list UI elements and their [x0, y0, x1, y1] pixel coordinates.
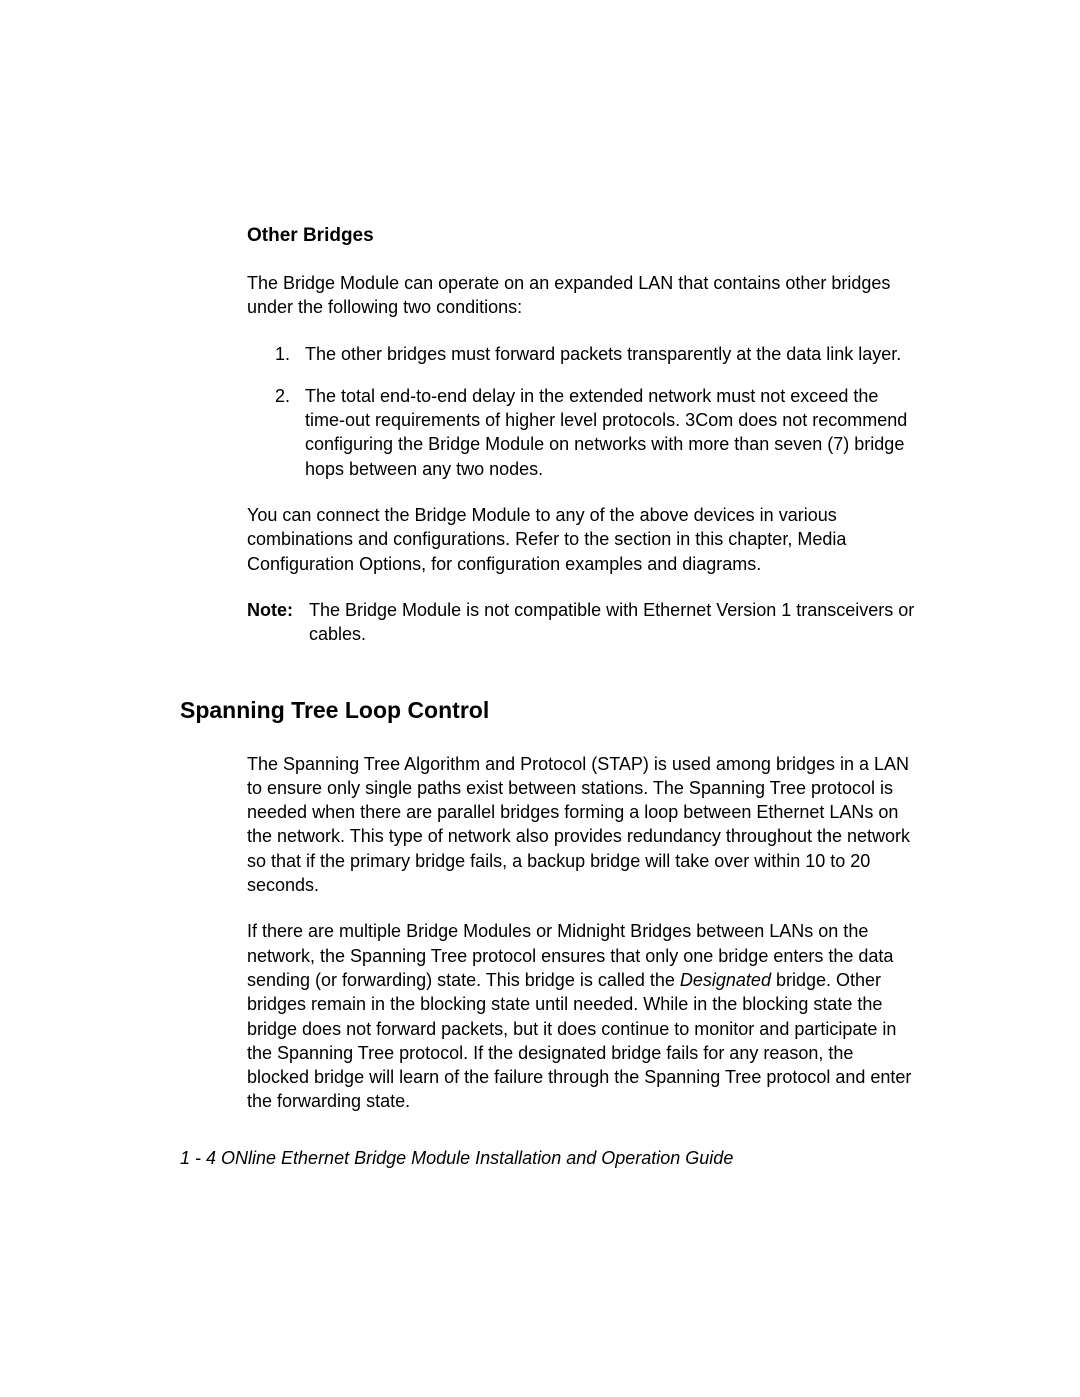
note-block: Note: The Bridge Module is not compatibl… — [247, 598, 917, 647]
paragraph-text-part2: bridge. Other bridges remain in the bloc… — [247, 970, 911, 1111]
list-number: 2. — [275, 384, 305, 481]
closing-paragraph: You can connect the Bridge Module to any… — [247, 503, 917, 576]
italic-term: Designated — [680, 970, 771, 990]
list-item: 1. The other bridges must forward packet… — [247, 342, 917, 366]
list-text: The other bridges must forward packets t… — [305, 342, 917, 366]
numbered-list: 1. The other bridges must forward packet… — [247, 342, 917, 481]
document-page: Other Bridges The Bridge Module can oper… — [0, 0, 1080, 1114]
note-label: Note: — [247, 598, 309, 647]
section-heading: Spanning Tree Loop Control — [180, 697, 917, 724]
intro-paragraph: The Bridge Module can operate on an expa… — [247, 271, 917, 320]
list-text: The total end-to-end delay in the extend… — [305, 384, 917, 481]
stap-paragraph-1: The Spanning Tree Algorithm and Protocol… — [247, 752, 917, 898]
subsection-heading: Other Bridges — [247, 225, 917, 247]
note-text: The Bridge Module is not compatible with… — [309, 598, 917, 647]
list-number: 1. — [275, 342, 305, 366]
page-footer: 1 - 4 ONline Ethernet Bridge Module Inst… — [180, 1148, 733, 1169]
stap-paragraph-2: If there are multiple Bridge Modules or … — [247, 919, 917, 1113]
list-item: 2. The total end-to-end delay in the ext… — [247, 384, 917, 481]
